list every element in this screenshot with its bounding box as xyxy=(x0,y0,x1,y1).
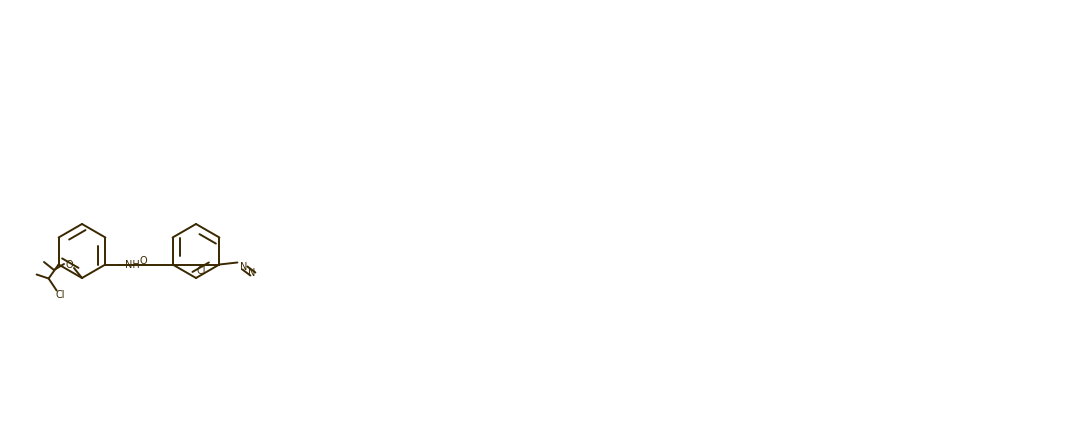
Text: NH: NH xyxy=(125,260,140,270)
Text: Cl: Cl xyxy=(56,290,66,300)
Text: O: O xyxy=(139,256,147,266)
Text: Cl: Cl xyxy=(196,265,206,275)
Text: N: N xyxy=(240,262,247,272)
Text: O: O xyxy=(65,259,72,269)
Text: N: N xyxy=(248,268,255,278)
